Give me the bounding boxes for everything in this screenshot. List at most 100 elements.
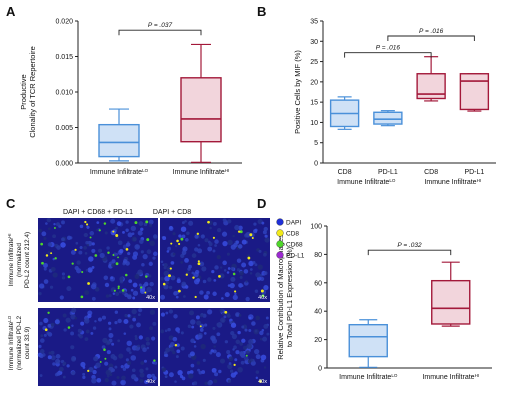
micrograph-hi-cd8: 40x bbox=[160, 218, 270, 302]
magnification-label: 40x bbox=[258, 379, 267, 385]
legend-item-dapi: DAPI bbox=[276, 218, 301, 227]
iqr-box bbox=[373, 111, 403, 125]
bracket-line bbox=[367, 249, 452, 256]
micrograph-header-cd68-pdl1: DAPI + CD68 + PD-L1 bbox=[63, 209, 133, 216]
b-ytick-label: 15 bbox=[310, 100, 318, 107]
d-ytick-label: 0 bbox=[318, 366, 322, 373]
b-category-label: CD8 bbox=[424, 169, 438, 176]
legend-swatch bbox=[276, 251, 284, 259]
b-significance-bracket: P = .016 bbox=[387, 28, 475, 42]
row-label-hi-line3: PD-L2 count 212.4) bbox=[24, 232, 31, 288]
b-category-label: PD-L1 bbox=[378, 169, 398, 176]
micrograph-legend: DAPI CD8 CD68 PD-L1 bbox=[276, 218, 305, 260]
d-ytick-label: 100 bbox=[310, 224, 322, 231]
micrograph-lo-cd68-pdl1: 40x bbox=[37, 307, 158, 386]
b-box-2 bbox=[373, 110, 403, 127]
p-value-label: P = .032 bbox=[397, 242, 422, 249]
a-ytick-label: 0.010 bbox=[55, 90, 73, 97]
d-y-axis-label: to Total PD-L1 Expression (%) bbox=[285, 246, 294, 347]
d-category-label: Immune InfiltrateHI bbox=[422, 373, 479, 382]
b-box-3 bbox=[416, 56, 446, 102]
row-label-hi-line2: (normalized bbox=[16, 243, 23, 277]
legend-item-cd8: CD8 bbox=[276, 229, 299, 238]
a-ytick-label: 0.020 bbox=[55, 19, 73, 26]
legend-label: CD8 bbox=[286, 231, 299, 238]
nuclei bbox=[160, 308, 270, 386]
micrograph-hi-cd68-pdl1: 40x bbox=[38, 217, 158, 302]
magnification-label: 40x bbox=[146, 295, 155, 301]
magnification-label: 40x bbox=[258, 295, 267, 301]
a-box-2 bbox=[180, 43, 222, 163]
b-ytick-label: 25 bbox=[310, 59, 318, 66]
iqr-box bbox=[98, 123, 140, 158]
d-box-2 bbox=[431, 261, 471, 327]
iqr-box bbox=[459, 73, 490, 111]
d-ytick-label: 60 bbox=[314, 280, 322, 287]
nuclei bbox=[37, 307, 158, 386]
micrograph-row-label-hi: Immune InfiltrateHI (normalized PD-L2 co… bbox=[7, 232, 32, 288]
a-box-1 bbox=[98, 108, 140, 162]
b-significance-bracket: P = .016 bbox=[344, 45, 432, 58]
iqr-box bbox=[348, 323, 388, 358]
row-label-lo-line2: (normalized PD-L2 bbox=[16, 316, 23, 371]
b-category-label: PD-L1 bbox=[464, 169, 484, 176]
marker-signals bbox=[44, 311, 156, 373]
d-ytick-label: 40 bbox=[314, 309, 322, 316]
legend-label: DAPI bbox=[286, 220, 301, 227]
panel-c-micrographs: DAPI + CD68 + PD-L1 DAPI + CD8 Immune In… bbox=[7, 209, 305, 386]
marker-signals bbox=[162, 220, 265, 299]
b-category-label: CD8 bbox=[338, 169, 352, 176]
micrograph-header-cd8: DAPI + CD8 bbox=[153, 209, 191, 216]
iqr-box bbox=[431, 279, 471, 325]
legend-label: PD-L1 bbox=[286, 253, 305, 260]
row-label-lo-line3: count 33.9) bbox=[24, 327, 31, 360]
magnification-label: 40x bbox=[146, 379, 155, 385]
legend-label: CD68 bbox=[286, 242, 303, 249]
d-ytick-label: 80 bbox=[314, 252, 322, 259]
b-ytick-label: 10 bbox=[310, 120, 318, 127]
b-ytick-label: 20 bbox=[310, 79, 318, 86]
p-value-label: P = .016 bbox=[376, 45, 401, 52]
nuclei bbox=[38, 217, 158, 301]
b-group-label: Immune InfiltrateHI bbox=[424, 178, 481, 187]
a-category-label: Immune InfiltrateHI bbox=[173, 168, 230, 177]
micrograph-row-label-lo: Immune InfiltrateLO (normalized PD-L2 co… bbox=[7, 315, 32, 370]
bracket-line bbox=[387, 35, 475, 42]
b-ytick-label: 30 bbox=[310, 39, 318, 46]
b-group-label: Immune InfiltrateLO bbox=[337, 178, 396, 187]
d-ytick-label: 20 bbox=[314, 337, 322, 344]
legend-swatch bbox=[276, 240, 284, 248]
a-ytick-label: 0.005 bbox=[55, 125, 73, 132]
b-ytick-label: 5 bbox=[314, 140, 318, 147]
b-ytick-label: 35 bbox=[310, 19, 318, 26]
b-ytick-label: 0 bbox=[314, 161, 318, 168]
p-value-label: P = .016 bbox=[419, 28, 444, 35]
panel-letter-b: B bbox=[257, 4, 266, 19]
row-label-hi-line1: Immune InfiltrateHI bbox=[7, 234, 16, 287]
row-label-lo-line1: Immune InfiltrateLO bbox=[7, 315, 16, 370]
legend-item-cd68: CD68 bbox=[276, 240, 303, 249]
d-y-axis-label: Relative Contribution of Macrophages bbox=[276, 234, 285, 360]
bracket-line bbox=[118, 29, 202, 36]
chart-b-mif-positive: 0 5 10 15 20 25 30 35 Positive Cells by MIF (%) C… bbox=[293, 19, 496, 187]
a-y-axis-label: Productive bbox=[19, 74, 28, 109]
legend-swatch bbox=[276, 229, 284, 237]
marker-signals bbox=[174, 310, 262, 383]
b-box-4 bbox=[459, 73, 490, 112]
panel-letter-c: C bbox=[6, 196, 16, 211]
bracket-line bbox=[344, 52, 432, 58]
legend-item-pd-l1: PD-L1 bbox=[276, 251, 305, 260]
micrograph-lo-cd8: 40x bbox=[160, 308, 270, 386]
d-category-label: Immune InfiltrateLO bbox=[339, 373, 398, 382]
b-y-axis-label: Positive Cells by MIF (%) bbox=[293, 50, 302, 134]
a-y-axis-label: Clonality of TCR Repertoire bbox=[28, 46, 37, 138]
chart-a-clonality: 0.000 0.005 0.010 0.015 0.020 Productive Clona… bbox=[19, 19, 242, 177]
panel-letter-a: A bbox=[6, 4, 16, 19]
b-box-1 bbox=[329, 96, 360, 130]
a-ytick-label: 0.015 bbox=[55, 54, 73, 61]
marker-signals bbox=[40, 220, 150, 299]
legend-swatch bbox=[276, 218, 284, 226]
d-box-1 bbox=[348, 319, 388, 368]
p-value-label: P = .037 bbox=[148, 22, 173, 29]
